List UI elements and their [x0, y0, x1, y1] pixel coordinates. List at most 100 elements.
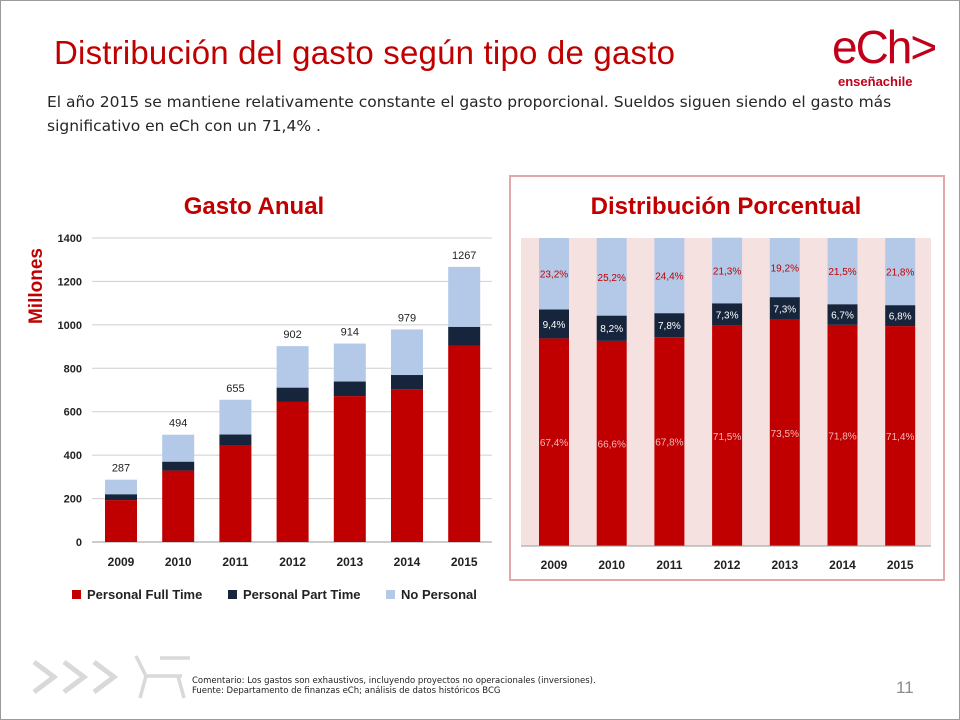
chart1-bar-personal-part-time	[391, 375, 423, 390]
chart1-total-label: 287	[112, 463, 130, 475]
chart1-xtick-label: 2012	[279, 555, 306, 569]
chart2-bar-no-personal	[654, 238, 685, 314]
chart2-xtick-label: 2009	[541, 558, 568, 572]
chart1-total-label: 494	[169, 418, 187, 430]
chart2-segment-label: 73,5%	[771, 429, 799, 440]
chart2-segment-label: 66,6%	[598, 439, 626, 450]
chart1-ylabel: Millones	[26, 248, 47, 324]
chart1-ytick-label: 1200	[58, 276, 82, 288]
chart1-ytick-label: 600	[64, 407, 82, 419]
chart2-bar-personal-full-time	[712, 325, 743, 546]
chart2-segment-label: 21,3%	[713, 266, 741, 277]
chart1-ytick-label: 1000	[58, 320, 82, 332]
chart2-segment-label: 71,4%	[886, 432, 914, 443]
chart2-segment-label: 71,8%	[828, 431, 856, 442]
chart2-bar-no-personal	[769, 238, 800, 298]
chart1-ytick-label: 200	[64, 494, 82, 506]
chart2-xtick-label: 2014	[829, 558, 856, 572]
chart2-bar-personal-part-time	[596, 315, 627, 341]
footer-notes: Comentario: Los gastos son exhaustivos, …	[192, 676, 596, 696]
slide-title: Distribución del gasto según tipo de gas…	[54, 34, 676, 71]
footer-comment: Comentario: Los gastos son exhaustivos, …	[192, 676, 596, 686]
chart2-segment-label: 71,5%	[713, 432, 741, 443]
page-number: 11	[896, 678, 914, 697]
chart1-bar-no-personal	[333, 343, 366, 382]
legend-swatch-personal-part-time	[228, 590, 237, 599]
chart2-bar-personal-part-time	[827, 304, 858, 325]
chart1-bar-personal-full-time	[276, 401, 309, 542]
chart1-bar-personal-part-time	[448, 326, 481, 346]
chart1-ytick-label: 400	[64, 450, 82, 462]
chart2-segment-label: 19,2%	[771, 264, 799, 275]
chart2-bar-personal-part-time	[769, 297, 800, 320]
chart1-bar-no-personal	[105, 479, 137, 495]
chart2-bar-personal-part-time	[654, 313, 685, 338]
chart2-bar-personal-part-time	[885, 305, 916, 327]
chart2-bar-personal-part-time	[539, 309, 569, 339]
chart2-bar-no-personal	[712, 237, 743, 304]
chart2-segment-label: 25,2%	[598, 273, 626, 284]
chart1-bar-personal-part-time	[219, 434, 252, 446]
chart1-bar-personal-part-time	[276, 387, 309, 402]
chart2-bar-no-personal	[827, 238, 858, 305]
chart2-bar-personal-full-time	[827, 324, 858, 546]
chart1-bar-personal-full-time	[105, 500, 137, 542]
logo-main-text: eCh>	[832, 21, 937, 73]
chart2-segment-label: 9,4%	[543, 320, 566, 331]
chart2-bar-personal-full-time	[654, 337, 685, 546]
chart1-ytick-label: 1400	[58, 233, 82, 245]
chart2-segment-label: 7,3%	[716, 311, 739, 322]
chart2-segment-label: 6,8%	[889, 312, 912, 323]
chart1-total-label: 902	[283, 329, 301, 341]
legend-label: Personal Full Time	[87, 587, 202, 602]
chart1-bar-personal-part-time	[162, 461, 195, 471]
legend-label: Personal Part Time	[243, 587, 361, 602]
chart2-bar-personal-full-time	[769, 319, 800, 546]
chart2-segment-label: 24,4%	[655, 272, 683, 283]
chart2-xtick-label: 2015	[887, 558, 914, 572]
chart1-bar-personal-part-time	[333, 381, 366, 397]
chart1-ytick-label: 0	[76, 537, 82, 549]
chart1-bar-personal-full-time	[448, 345, 481, 542]
chart2-segment-label: 7,3%	[773, 304, 796, 315]
chart2-title: Distribución Porcentual	[591, 193, 862, 220]
chart2-xtick-label: 2012	[714, 558, 741, 572]
chart2-bar-personal-full-time	[885, 326, 916, 546]
chart2-segment-label: 23,2%	[540, 270, 568, 281]
chart2-bar-personal-full-time	[596, 340, 627, 546]
chart1-bar-personal-full-time	[391, 389, 423, 542]
chevrons-chair-icon	[32, 655, 190, 699]
chart1-xtick-label: 2014	[394, 555, 421, 569]
chart1-bar-personal-full-time	[219, 445, 252, 542]
chart1-bar-no-personal	[219, 399, 252, 435]
footer-source: Fuente: Departamento de finanzas eCh; an…	[192, 686, 501, 696]
chart2-segment-label: 8,2%	[600, 324, 623, 335]
chart1-bar-personal-full-time	[333, 396, 366, 542]
chart1-ytick-label: 800	[64, 363, 82, 375]
chart2-segment-label: 7,8%	[658, 321, 681, 332]
legend-label: No Personal	[401, 587, 477, 602]
chart2-segment-label: 6,7%	[831, 311, 854, 322]
chart1-xtick-label: 2011	[222, 555, 248, 569]
chart1-xtick-label: 2010	[165, 555, 192, 569]
chart2-xtick-label: 2011	[656, 558, 682, 572]
chart2-segment-label: 67,4%	[540, 438, 568, 449]
legend-swatch-no-personal	[386, 590, 395, 599]
chart2-xtick-label: 2013	[771, 558, 798, 572]
chart2-segment-label: 21,8%	[886, 268, 914, 279]
chart1-bar-no-personal	[448, 266, 481, 327]
chart2-bar-no-personal	[596, 238, 627, 316]
chart1-bar-no-personal	[391, 329, 423, 376]
chart2-bar-no-personal	[539, 238, 569, 310]
ech-logo: eCh> enseñachile	[828, 21, 938, 89]
chart1-xtick-label: 2015	[451, 555, 478, 569]
chart2-bar-personal-full-time	[539, 338, 569, 546]
chart2-bar-personal-part-time	[712, 303, 743, 326]
chart1-xtick-label: 2009	[108, 555, 135, 569]
chart1-total-label: 1267	[452, 250, 476, 262]
logo-sub-text: enseñachile	[838, 74, 913, 89]
chart1-bar-no-personal	[162, 434, 195, 462]
chart2-segment-label: 67,8%	[655, 438, 683, 449]
chart1-total-label: 979	[398, 312, 416, 324]
